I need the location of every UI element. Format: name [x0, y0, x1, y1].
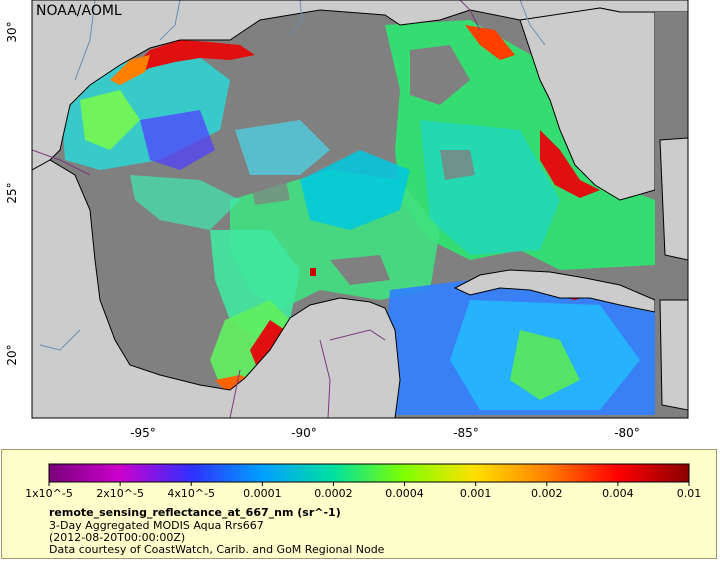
- colorbar-tick-label: 0.002: [531, 487, 563, 500]
- lon-label-80: -80°: [614, 426, 640, 440]
- colorbar-tick-label: 0.0002: [314, 487, 353, 500]
- rivers-layer: [39, 0, 546, 351]
- legend-panel: 1x10^-5 2x10^-5 4x10^-5 0.0001 0.0002 0.0004 0…: [1, 449, 717, 559]
- borders-layer: [32, 0, 481, 418]
- lon-label-85: -85°: [453, 426, 479, 440]
- attribution-label: NOAA/AOML: [36, 3, 122, 19]
- lon-label-90: -90°: [291, 426, 317, 440]
- legend-time: (2012-08-20T00:00:00Z): [49, 531, 186, 544]
- lat-label-20: 20°: [5, 344, 19, 365]
- colorbar-tick-label: 0.0004: [385, 487, 424, 500]
- lat-label-25: 25°: [5, 182, 19, 203]
- colorbar-tick-label: 1x10^-5: [25, 487, 73, 500]
- colorbar-tick-label: 0.01: [677, 487, 702, 500]
- colorbar-tick-label: 0.001: [460, 487, 492, 500]
- legend-credit: Data courtesy of CoastWatch, Carib. and …: [49, 543, 385, 556]
- colorbar: 1x10^-5 2x10^-5 4x10^-5 0.0001 0.0002 0.0004 0…: [25, 463, 702, 500]
- colorbar-tick-label: 4x10^-5: [167, 487, 215, 500]
- colorbar-tick-label: 0.0001: [243, 487, 282, 500]
- colorbar-tick-label: 2x10^-5: [96, 487, 144, 500]
- map-frame: [31, 0, 689, 419]
- lon-label-95: -95°: [130, 426, 156, 440]
- lat-label-30: 30°: [5, 21, 19, 42]
- land-layer: [32, 0, 688, 418]
- legend-product: 3-Day Aggregated MODIS Aqua Rrs667: [49, 519, 264, 532]
- colorbar-tick-label: 0.004: [602, 487, 634, 500]
- legend-variable: remote_sensing_reflectance_at_667_nm (sr…: [49, 506, 341, 519]
- colorbar-gradient: [48, 463, 690, 483]
